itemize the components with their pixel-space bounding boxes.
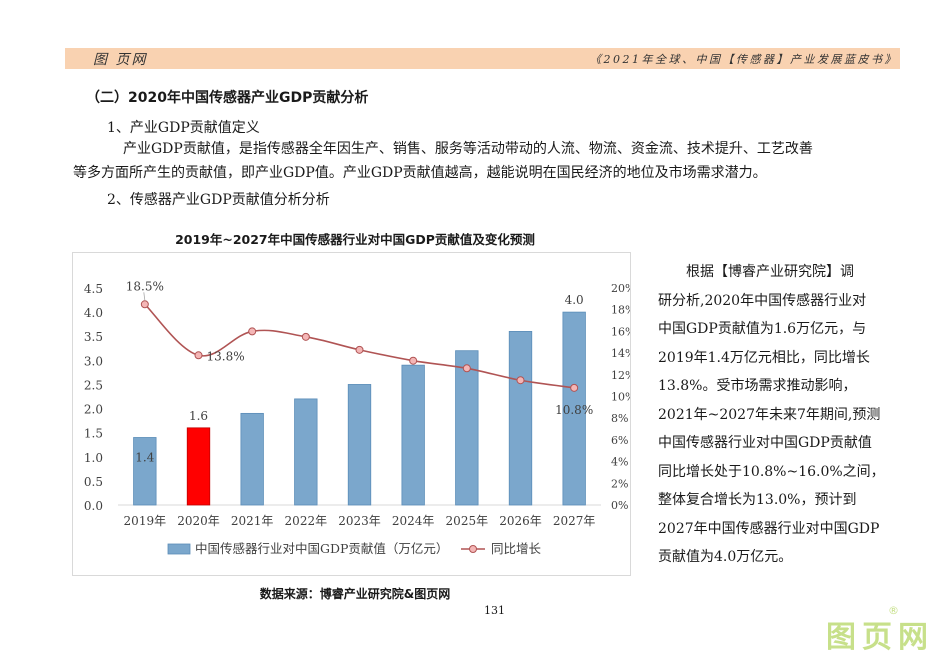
header-site-name: 图 页网 — [93, 52, 148, 68]
header-book-title: 《2021年全球、中国【传感器】产业发展蓝皮书》 — [590, 53, 898, 66]
section-title: （二）2020年中国传感器产业GDP贡献分析 — [86, 90, 369, 106]
legend-label-line: 同比增长 — [491, 541, 542, 556]
legend-swatch-marker — [469, 545, 477, 553]
growth-data-label: 13.8% — [207, 349, 245, 363]
growth-marker-2019年 — [140, 300, 149, 309]
bar-2020年 — [186, 427, 211, 506]
bar-2024年 — [401, 364, 425, 506]
x-axis-tick-label: 2027年 — [553, 514, 596, 528]
left-axis-tick-label: 2.0 — [84, 403, 103, 417]
left-axis-tick-label: 3.0 — [84, 354, 103, 368]
bar-2023年 — [347, 384, 372, 506]
left-axis-tick-label: 3.5 — [84, 330, 103, 344]
side-text-line: 中国GDP贡献值为1.6万亿元，与 — [658, 321, 867, 337]
growth-data-label: 10.8% — [555, 403, 593, 417]
side-text-line: 13.8%。受市场需求推动影响， — [658, 378, 857, 394]
right-axis-tick-label: 2% — [611, 477, 628, 490]
chart-frame: 0.0 0.5 1.0 1.5 2.0 2.5 3.0 3.5 4.0 4.5 0% 2% 4% 6% 8%… — [72, 252, 636, 576]
left-axis-tick-label: 2.5 — [84, 378, 103, 392]
side-text-line: 贡献值为4.0万亿元。 — [658, 549, 793, 565]
right-axis-tick-label: 10% — [611, 391, 630, 404]
label-leader-line — [143, 292, 146, 301]
data-source: 数据来源：博睿产业研究院&图页网 — [259, 587, 451, 601]
registered-mark: ® — [888, 604, 899, 617]
right-axis-tick-label: 0% — [611, 499, 628, 512]
x-axis-tick-label: 2024年 — [392, 514, 435, 528]
subheading-definition: 1、产业GDP贡献值定义 — [107, 120, 260, 136]
side-text-line: 2021年~2027年未来7年期间,预测 — [658, 406, 881, 423]
x-axis-tick-label: 2021年 — [231, 514, 274, 528]
right-axis-tick-label: 4% — [611, 456, 628, 469]
header-band: 图 页网 《2021年全球、中国【传感器】产业发展蓝皮书》 — [65, 48, 900, 69]
right-axis-tick-label: 14% — [611, 347, 630, 360]
legend-label-bar: 中国传感器行业对中国GDP贡献值（万亿元） — [195, 541, 448, 556]
x-axis-tick-label: 2026年 — [499, 514, 542, 528]
x-axis-tick-label: 2020年 — [177, 514, 220, 528]
right-axis-tick-label: 6% — [611, 434, 628, 447]
chart-svg: 0.0 0.5 1.0 1.5 2.0 2.5 3.0 3.5 4.0 4.5 0% 2% 4% 6% 8%… — [84, 279, 636, 556]
growth-marker-2021年 — [248, 327, 257, 336]
side-text-line: 2027年中国传感器行业对中国GDP — [658, 520, 880, 537]
bar-2021年 — [240, 412, 264, 506]
x-axis-tick-label: 2019年 — [124, 514, 167, 528]
growth-data-label: 18.5% — [126, 279, 164, 293]
left-axis-tick-label: 4.0 — [84, 306, 103, 320]
left-axis-tick-label: 4.5 — [84, 282, 103, 296]
growth-marker-2023年 — [355, 345, 364, 354]
right-axis-tick-label: 16% — [611, 325, 630, 338]
growth-marker-2022年 — [301, 332, 310, 341]
x-axis-tick-label: 2025年 — [446, 514, 489, 528]
growth-marker-2025年 — [462, 364, 471, 373]
left-axis-tick-label: 0.5 — [84, 475, 103, 489]
side-text-line: 中国传感器行业对中国GDP贡献值 — [658, 435, 872, 451]
side-text-line: 整体复合增长为13.0%，预计到 — [658, 492, 857, 508]
bar-2027年 — [562, 311, 586, 506]
subheading-analysis: 2、传感器产业GDP贡献值分析分析 — [107, 192, 330, 208]
side-text-line: 同比增长处于10.8%~16.0%之间， — [658, 463, 885, 480]
bar-2019年 — [133, 437, 157, 506]
right-axis-tick-label: 20% — [611, 282, 630, 295]
page-number: 131 — [484, 604, 505, 617]
bar-2025年 — [455, 350, 479, 506]
bar-2026年 — [508, 331, 533, 506]
left-axis-tick-label: 1.5 — [84, 427, 103, 441]
bar-data-label: 1.4 — [135, 450, 154, 464]
growth-marker-2026年 — [516, 376, 525, 385]
watermark-logo: 图页网 — [826, 620, 934, 655]
left-axis-tick-label: 0.0 — [84, 499, 103, 513]
side-text-line: 研分析,2020年中国传感器行业对 — [658, 292, 867, 309]
bar-2022年 — [294, 398, 318, 506]
side-text-line: 2019年1.4万亿元相比，同比增长 — [658, 349, 870, 366]
growth-marker-2027年 — [570, 383, 579, 392]
x-axis-tick-label: 2022年 — [285, 514, 328, 528]
right-axis-tick-label: 8% — [611, 412, 628, 425]
x-axis-tick-label: 2023年 — [338, 514, 381, 528]
right-axis-tick-label: 18% — [611, 304, 630, 317]
side-paragraph: 根据【博睿产业研究院】调研分析,2020年中国传感器行业对 中国GDP贡献值为1.… — [658, 258, 918, 572]
bar-data-label: 4.0 — [565, 293, 584, 307]
growth-marker-2024年 — [409, 356, 418, 365]
growth-marker-2020年 — [194, 351, 203, 360]
side-text-line: 根据【博睿产业研究院】调 — [686, 264, 854, 280]
legend-swatch-bar — [167, 543, 191, 555]
paragraph-line-1: 产业GDP贡献值，是指传感器全年因生产、销售、服务等活动带动的人流、物流、资金流… — [123, 141, 813, 157]
bar-data-label: 1.6 — [189, 409, 208, 423]
chart-title: 2019年~2027年中国传感器行业对中国GDP贡献值及变化预测 — [175, 232, 535, 247]
left-axis-tick-label: 1.0 — [84, 451, 103, 465]
right-axis-tick-label: 12% — [611, 369, 630, 382]
paragraph-line-2: 等多方面所产生的贡献值，即产业GDP值。产业GDP贡献值越高，越能说明在国民经济… — [73, 165, 767, 181]
